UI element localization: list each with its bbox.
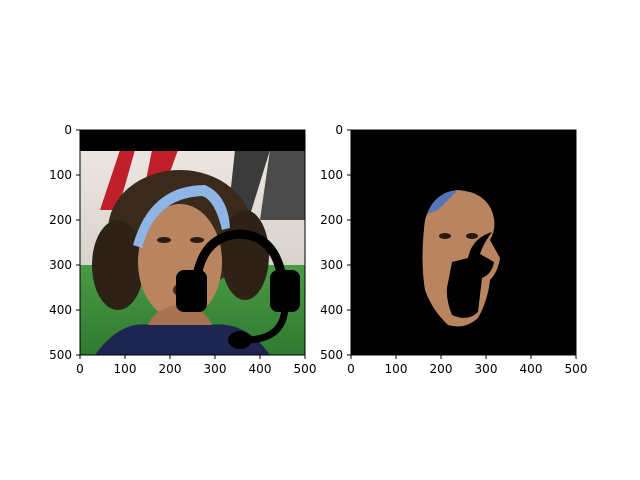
hair-left-locks — [92, 220, 144, 310]
y-tick-label: 100 — [320, 168, 343, 182]
left-top-black-band — [80, 130, 305, 151]
headset-right-earcup — [270, 270, 300, 312]
axes-layer: 0 100 200 300 400 500 0 100 200 300 400 500 0 100 200 3… — [49, 123, 587, 376]
y-tick-label: 0 — [64, 123, 72, 137]
left-axes-frame — [79, 129, 306, 356]
x-tick-label: 200 — [159, 362, 182, 376]
x-tick-label: 400 — [249, 362, 272, 376]
segmented-headband — [427, 190, 458, 214]
segmented-face — [422, 190, 500, 327]
headset-mic-boom — [244, 304, 289, 344]
jersey — [95, 324, 270, 355]
x-tick-label: 300 — [204, 362, 227, 376]
right-eye — [190, 237, 204, 243]
x-tick-label: 400 — [520, 362, 543, 376]
segmented-right-eye — [466, 233, 478, 239]
red-banner — [100, 150, 135, 210]
headset-band — [190, 229, 289, 301]
y-tick-label: 0 — [335, 123, 343, 137]
y-tick-label: 100 — [49, 168, 72, 182]
y-tick-label: 400 — [49, 303, 72, 317]
segmented-left-eye — [439, 233, 451, 239]
x-tick-label: 500 — [565, 362, 588, 376]
x-tick-label: 0 — [76, 362, 84, 376]
left-image-panel — [80, 130, 305, 355]
y-tick-label: 200 — [49, 213, 72, 227]
y-tick-label: 200 — [320, 213, 343, 227]
x-tick-label: 200 — [430, 362, 453, 376]
backdrop-dark-shape-2 — [260, 150, 305, 220]
headset-left-earcup — [176, 270, 207, 312]
y-tick-label: 300 — [320, 258, 343, 272]
x-tick-label: 100 — [114, 362, 137, 376]
right-axes-frame — [350, 129, 577, 356]
y-tick-label: 300 — [49, 258, 72, 272]
y-tick-label: 500 — [49, 348, 72, 362]
left-eye — [157, 237, 171, 243]
x-tick-label: 500 — [294, 362, 317, 376]
y-tick-label: 400 — [320, 303, 343, 317]
x-tick-label: 100 — [385, 362, 408, 376]
x-tick-label: 0 — [347, 362, 355, 376]
headband — [133, 185, 230, 248]
y-tick-label: 500 — [320, 348, 343, 362]
headset-mic — [228, 331, 252, 349]
segmented-mask-hole — [446, 232, 494, 318]
x-tick-label: 300 — [475, 362, 498, 376]
right-image-panel — [351, 130, 576, 355]
